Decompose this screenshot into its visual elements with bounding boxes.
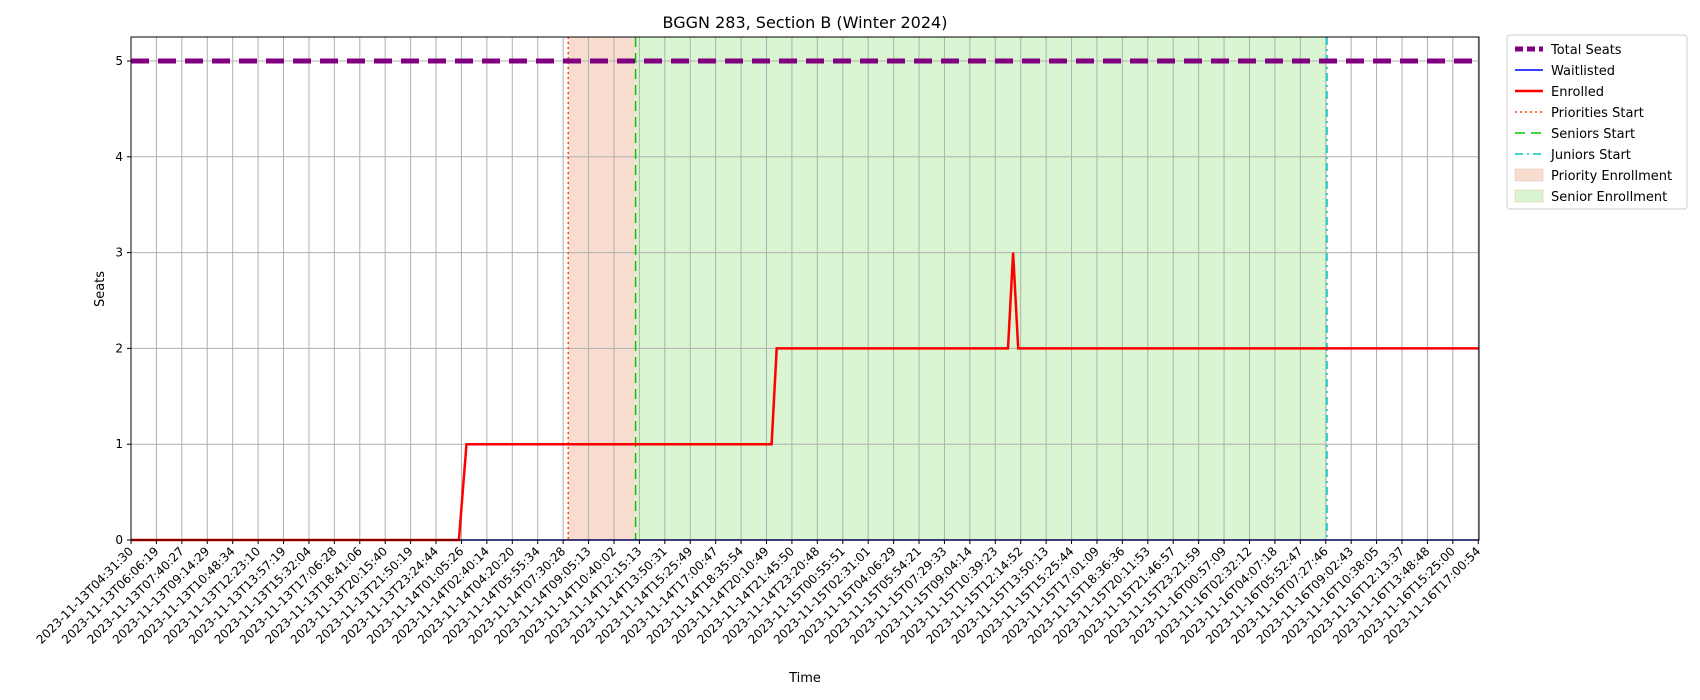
legend-swatch — [1514, 168, 1544, 182]
legend-label: Enrolled — [1551, 85, 1604, 100]
series-enrolled — [131, 252, 1479, 542]
legend-swatch — [1514, 189, 1544, 203]
y-tick-label: 5 — [115, 54, 123, 68]
legend: Total Seats Waitlisted Enrolled Priorities … — [1506, 34, 1688, 210]
legend-label: Juniors Start — [1550, 148, 1631, 163]
legend-label: Priority Enrollment — [1551, 169, 1672, 184]
plot-frame — [130, 36, 1480, 541]
legend-label: Priorities Start — [1551, 106, 1644, 121]
y-axis-label: Seats — [93, 271, 108, 307]
legend-label: Senior Enrollment — [1551, 190, 1667, 205]
y-tick-label: 3 — [115, 246, 123, 260]
x-axis-label: Time — [788, 671, 821, 686]
legend-label: Seniors Start — [1551, 127, 1635, 142]
y-tick-label: 4 — [115, 150, 123, 164]
shaded-region-senior — [635, 37, 1328, 540]
y-tick-label: 1 — [115, 437, 123, 451]
shaded-region-priority — [568, 37, 636, 540]
y-tick-label: 2 — [115, 341, 123, 355]
y-tick-label: 0 — [115, 533, 123, 547]
legend-label: Total Seats — [1550, 43, 1622, 58]
legend-box — [1506, 34, 1688, 210]
legend-label: Waitlisted — [1551, 64, 1615, 79]
chart-title: BGGN 283, Section B (Winter 2024) — [663, 13, 948, 32]
